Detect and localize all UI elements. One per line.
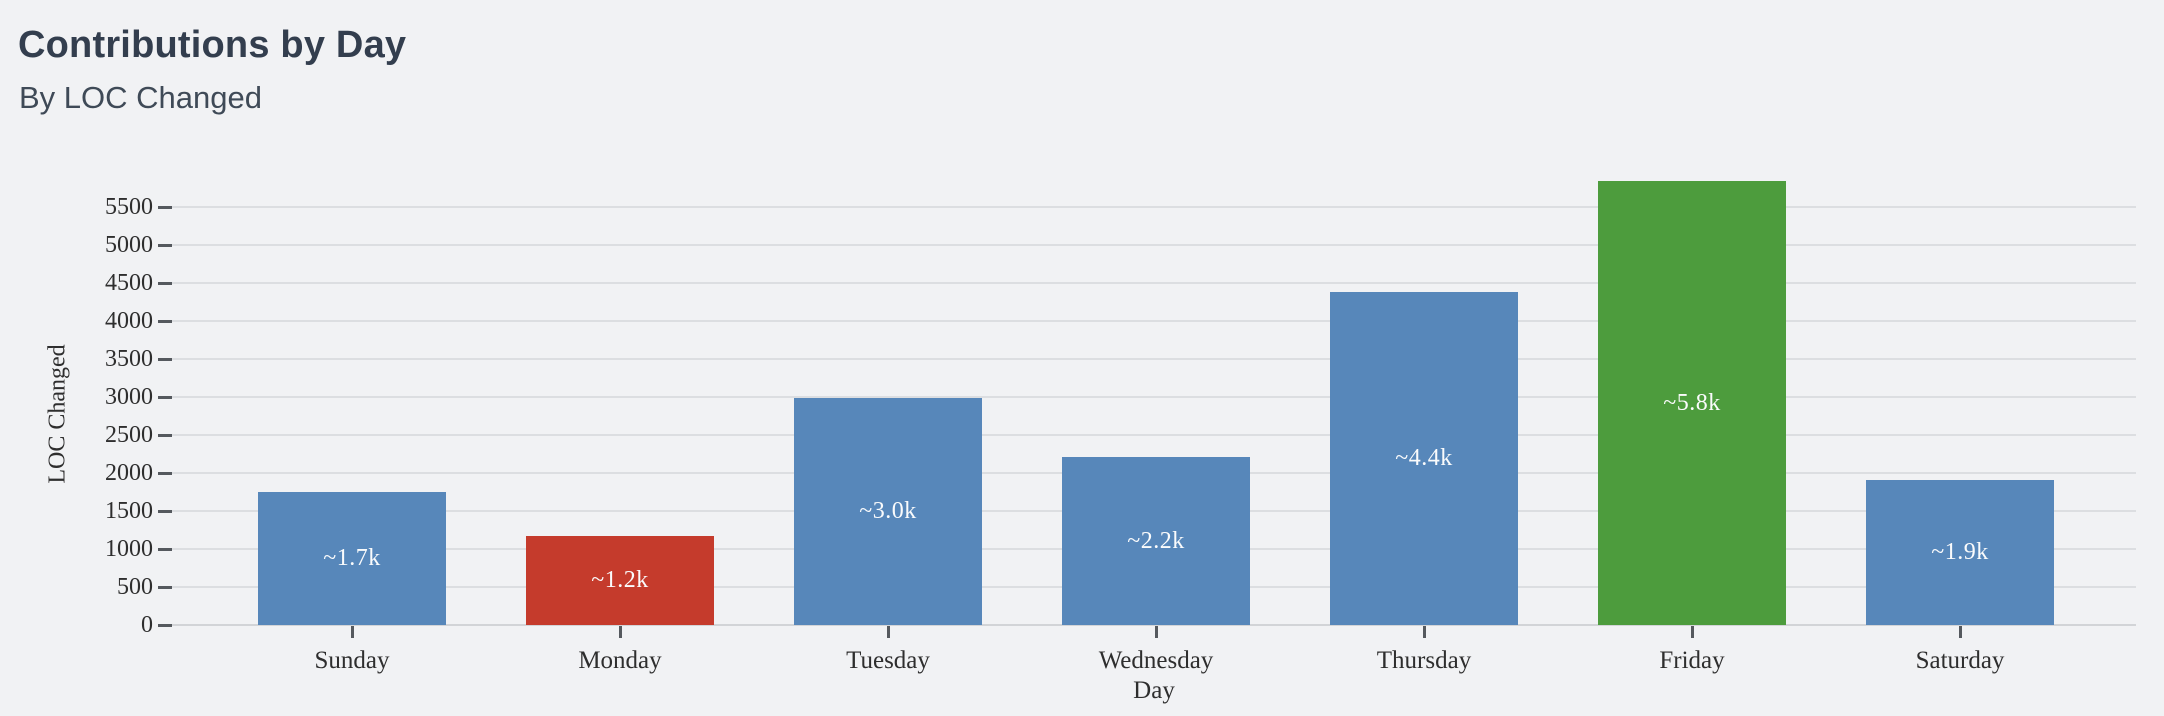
- bar-friday: ~5.8k: [1598, 181, 1786, 625]
- bar-wednesday: ~2.2k: [1062, 457, 1250, 625]
- y-tick-label: 2000: [105, 460, 153, 486]
- gridline: [172, 320, 2136, 322]
- x-tick-label: Thursday: [1376, 647, 1472, 674]
- bar-value-label: ~2.2k: [1127, 527, 1185, 554]
- y-tick-mark: [158, 281, 172, 285]
- gridline: [172, 624, 2136, 626]
- page-subtitle: By LOC Changed: [19, 80, 262, 115]
- x-tick-label: Saturday: [1915, 647, 2005, 674]
- x-tick-mark: [1154, 626, 1158, 638]
- gridline: [172, 244, 2136, 246]
- y-tick-mark: [158, 585, 172, 589]
- bar-sunday: ~1.7k: [258, 492, 446, 625]
- x-tick-mark: [618, 626, 622, 638]
- bar-tuesday: ~3.0k: [794, 398, 982, 625]
- bar-thursday: ~4.4k: [1330, 292, 1518, 625]
- y-tick-mark: [158, 319, 172, 323]
- x-tick-mark: [1958, 626, 1962, 638]
- bar-value-label: ~1.7k: [323, 545, 381, 571]
- y-tick-label: 3000: [105, 384, 153, 410]
- bar-value-label: ~5.8k: [1663, 389, 1721, 416]
- x-tick-label: Monday: [578, 647, 662, 674]
- y-tick-mark: [158, 509, 172, 513]
- bar-value-label: ~4.4k: [1395, 445, 1453, 471]
- gridline: [172, 282, 2136, 284]
- x-tick-mark: [886, 626, 890, 638]
- y-tick-label: 500: [117, 574, 153, 600]
- y-tick-mark: [158, 205, 172, 209]
- x-tick-label: Wednesday: [1098, 647, 1214, 674]
- y-tick-mark: [158, 433, 172, 437]
- y-tick-label: 2500: [105, 422, 153, 448]
- y-tick-label: 0: [141, 612, 153, 638]
- y-tick-mark: [158, 395, 172, 399]
- y-tick-mark: [158, 471, 172, 475]
- gridline: [172, 358, 2136, 360]
- y-tick-label: 1500: [105, 498, 153, 524]
- y-tick-label: 4000: [105, 308, 153, 334]
- x-tick-mark: [1422, 626, 1426, 638]
- y-tick-mark: [158, 357, 172, 361]
- bar-saturday: ~1.9k: [1866, 480, 2054, 625]
- x-axis-label: Day: [1133, 677, 1175, 704]
- gridline: [172, 206, 2136, 208]
- x-tick-mark: [350, 626, 354, 638]
- y-tick-mark: [158, 243, 172, 247]
- x-tick-label: Sunday: [314, 647, 390, 674]
- bar-value-label: ~3.0k: [859, 498, 917, 524]
- y-tick-label: 1000: [105, 536, 153, 562]
- y-tick-mark: [158, 623, 172, 627]
- bar-monday: ~1.2k: [526, 536, 714, 625]
- y-tick-mark: [158, 547, 172, 551]
- bar-value-label: ~1.2k: [591, 567, 649, 593]
- y-tick-label: 4500: [105, 270, 153, 296]
- x-tick-label: Friday: [1659, 647, 1725, 674]
- page-title: Contributions by Day: [18, 24, 407, 66]
- gridline: [172, 396, 2136, 398]
- bar-value-label: ~1.9k: [1931, 539, 1989, 565]
- y-tick-label: 3500: [105, 346, 153, 372]
- x-tick-label: Tuesday: [846, 647, 930, 674]
- y-axis-label: LOC Changed: [44, 344, 71, 484]
- y-tick-label: 5000: [105, 232, 153, 258]
- x-tick-mark: [1690, 626, 1694, 638]
- gridline: [172, 434, 2136, 436]
- y-tick-label: 5500: [105, 194, 153, 220]
